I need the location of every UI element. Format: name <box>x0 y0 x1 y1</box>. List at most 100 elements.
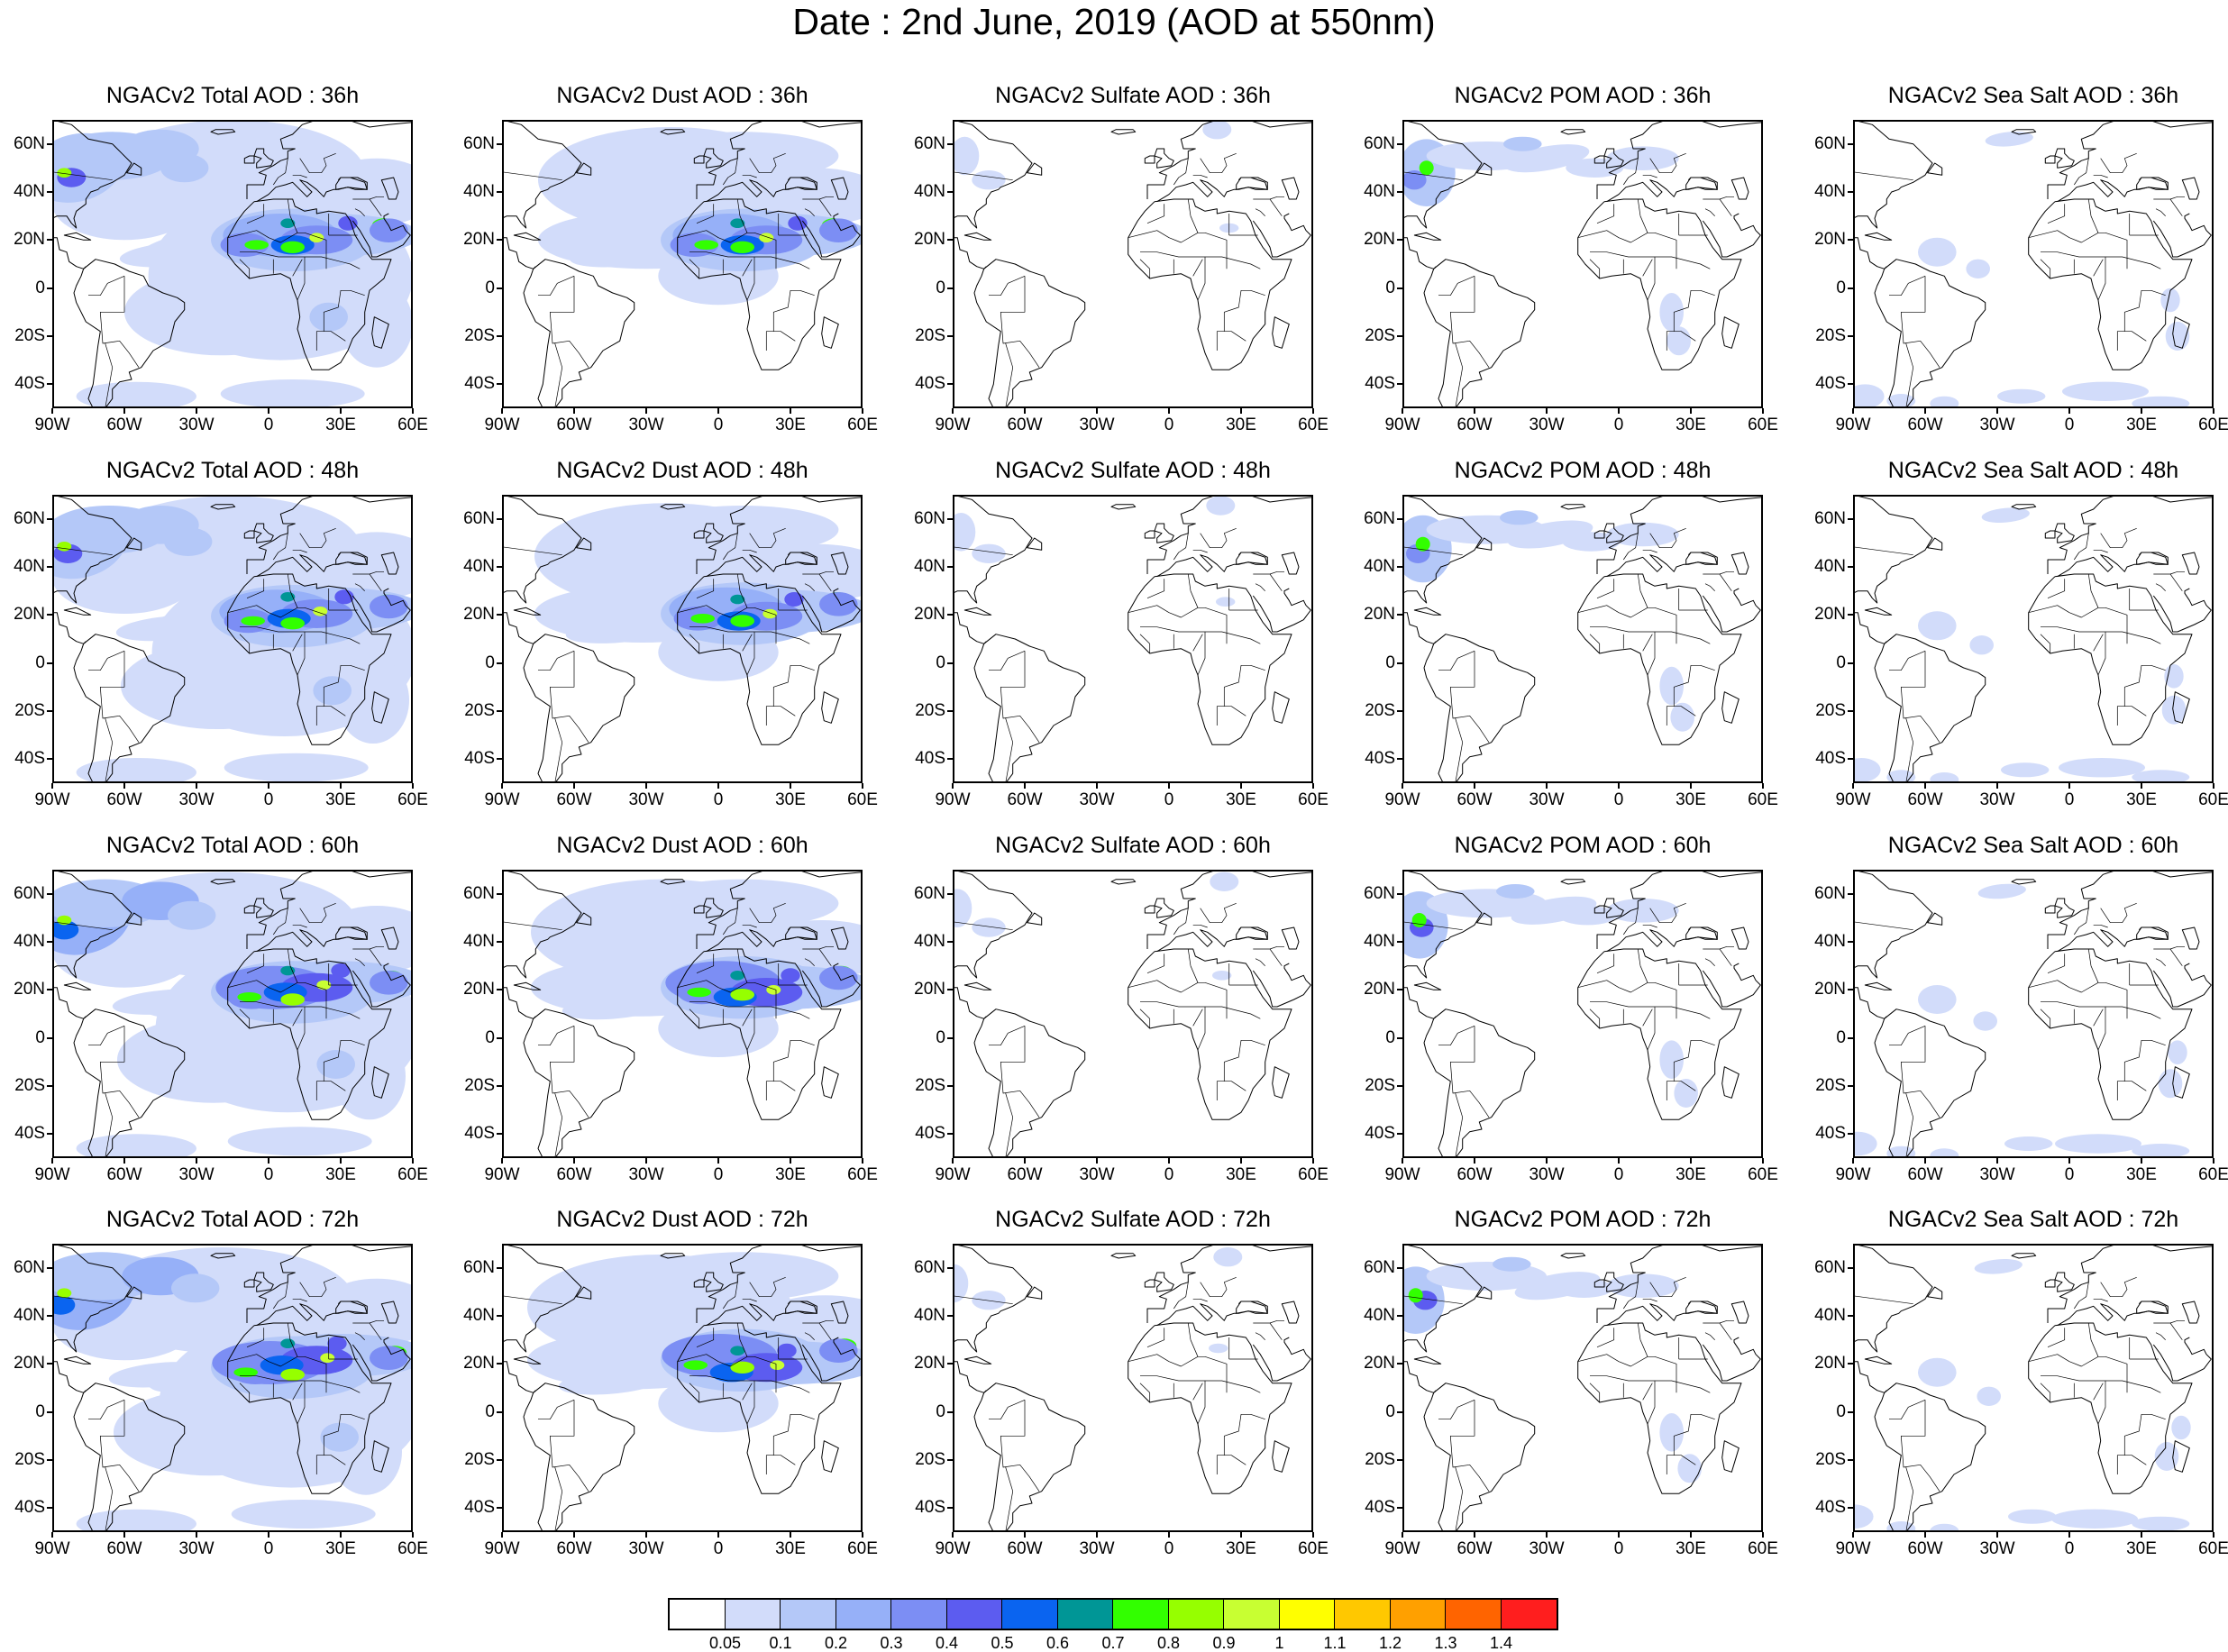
coastlines <box>1404 872 1761 1156</box>
country-border <box>1192 1383 1203 1401</box>
coastline-cuba <box>963 232 992 241</box>
coastlines <box>504 1246 861 1530</box>
aod-field <box>54 1247 411 1530</box>
country-border <box>2028 230 2128 269</box>
country-border <box>1223 664 1265 707</box>
country-border <box>2155 583 2166 591</box>
colorbar-label: 1.3 <box>1434 1634 1457 1652</box>
coastline-cuba <box>1413 981 1442 990</box>
lon-tick-mark <box>123 408 125 414</box>
country-border <box>739 965 748 983</box>
country-border <box>802 1319 834 1324</box>
lat-tick-label: 20N <box>1364 980 1395 999</box>
coastline-cuba <box>1864 232 1893 241</box>
country-border <box>1642 1009 1653 1027</box>
country-border <box>292 549 307 553</box>
lon-tick-label: 60E <box>847 790 878 809</box>
coastline-northAmerica <box>504 872 582 979</box>
coastline-arabia <box>1702 963 1761 1008</box>
lat-tick-mark <box>1848 287 1853 289</box>
lat-tick-mark <box>47 566 52 568</box>
lon-tick-label: 0 <box>713 1165 724 1184</box>
lat-tick-mark <box>1848 191 1853 193</box>
aod-contour <box>694 240 718 250</box>
lat-tick-mark <box>47 989 52 991</box>
lat-tick-mark <box>47 383 52 386</box>
lon-tick-label: 30W <box>178 415 215 434</box>
lon-tick-mark <box>1312 408 1314 414</box>
lon-tick-mark <box>1402 783 1403 789</box>
country-border <box>1197 257 1206 301</box>
lat-tick-mark <box>47 1507 52 1510</box>
coastline-greatBritain <box>1603 523 1624 543</box>
aod-field <box>954 1247 1243 1354</box>
country-border <box>765 1455 796 1474</box>
country-border <box>1216 1081 1246 1100</box>
coastline-centralAm <box>1855 987 1887 1019</box>
lon-tick-label: 0 <box>2064 1539 2075 1558</box>
country-border <box>1139 1383 1151 1402</box>
colorbar-box <box>670 1600 726 1629</box>
country-border <box>2100 527 2137 549</box>
coastline-blackSea <box>335 552 368 565</box>
lat-tick-label: 60N <box>914 508 945 528</box>
country-border <box>2040 634 2051 653</box>
lon-tick-label: 30E <box>1676 415 1706 434</box>
country-border <box>749 527 786 549</box>
aod-contour <box>1930 1523 1959 1530</box>
country-border <box>1623 158 1639 186</box>
coastline-cuba <box>1413 1355 1442 1364</box>
aod-contour <box>316 980 332 990</box>
lon-tick-label: 30E <box>775 1539 806 1558</box>
country-border <box>1438 1399 1475 1420</box>
coastline-arabia <box>2152 213 2212 258</box>
aod-contour <box>1558 906 1617 926</box>
colorbar-box <box>946 1600 1002 1629</box>
aod-contour <box>1966 259 1990 278</box>
coastline-europe <box>696 872 861 949</box>
lat-tick-label: 20S <box>14 1450 45 1469</box>
lon-tick-mark <box>340 1532 342 1538</box>
map-frame <box>953 495 1313 783</box>
aod-contour <box>954 513 976 552</box>
country-border <box>1905 342 1914 406</box>
lon-tick-mark <box>412 1158 414 1164</box>
coastline-caspian <box>1281 552 1300 575</box>
country-border <box>1637 198 1641 216</box>
lat-tick-mark <box>947 1363 953 1365</box>
country-border <box>1140 1001 1261 1019</box>
lon-tick-label: 60W <box>556 1539 592 1558</box>
country-border <box>105 717 114 781</box>
lat-tick-mark <box>497 239 502 242</box>
coastline-arabia <box>1252 963 1311 1008</box>
coastline-cuba <box>63 607 92 616</box>
country-border <box>765 706 796 726</box>
lon-tick-label: 30E <box>1226 415 1256 434</box>
lat-tick-mark <box>497 1266 502 1269</box>
coastline-medNorth <box>706 1301 817 1327</box>
country-border <box>2097 632 2106 676</box>
coastlines <box>954 497 1311 781</box>
country-border <box>1192 174 1208 178</box>
lon-tick-mark <box>1618 408 1620 414</box>
coastline-ireland <box>693 155 705 164</box>
coastline-iceland <box>2011 1253 2037 1259</box>
lon-tick-mark <box>1690 408 1692 414</box>
lat-tick-mark <box>497 335 502 337</box>
country-border <box>2028 605 2128 644</box>
lon-tick-label: 30E <box>325 790 356 809</box>
lon-tick-mark <box>268 1532 269 1538</box>
aod-contour <box>730 218 745 228</box>
coastline-northAmerica <box>1404 1246 1483 1353</box>
aod-contour <box>244 240 269 250</box>
panel-title: NGACv2 Sea Salt AOD : 48h <box>1887 458 2179 483</box>
country-border <box>1642 1383 1653 1401</box>
coastline-centralAm <box>954 612 987 644</box>
lon-tick-mark <box>1762 408 1764 414</box>
country-border <box>354 958 365 966</box>
lat-tick-label: 0 <box>1836 1401 1846 1421</box>
aod-contour <box>2171 1415 2191 1440</box>
panel-title: NGACv2 Sulfate AOD : 36h <box>995 83 1271 108</box>
country-border <box>689 259 700 278</box>
aod-contour <box>164 527 213 556</box>
